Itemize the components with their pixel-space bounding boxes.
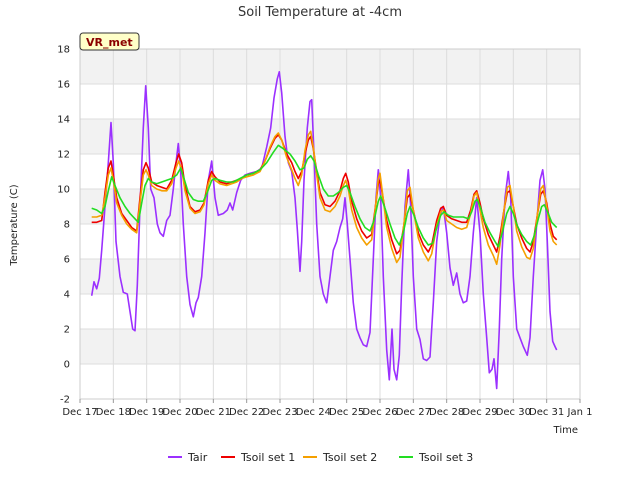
band-0 bbox=[80, 364, 580, 399]
legend-label: Tsoil set 3 bbox=[418, 451, 473, 464]
band-8 bbox=[80, 84, 580, 119]
y-tick-label: 12 bbox=[57, 150, 70, 161]
y-tick-label: 2 bbox=[64, 325, 70, 336]
x-tick-label: Dec 24 bbox=[296, 407, 331, 418]
band-4 bbox=[80, 224, 580, 259]
x-tick-label: Dec 31 bbox=[529, 407, 564, 418]
plot-frame bbox=[79, 48, 581, 400]
x-tick-label: Dec 21 bbox=[196, 407, 231, 418]
chart-title: Soil Temperature at -4cm bbox=[238, 5, 402, 20]
x-tick-label: Dec 17 bbox=[62, 407, 97, 418]
y-tick-label: 14 bbox=[57, 115, 70, 126]
x-tick-label: Dec 22 bbox=[229, 407, 264, 418]
x-tick-label: Dec 23 bbox=[262, 407, 297, 418]
legend-label: Tsoil set 1 bbox=[240, 451, 295, 464]
x-tick-label: Dec 30 bbox=[496, 407, 531, 418]
band-2 bbox=[80, 294, 580, 329]
station-badge: VR_met bbox=[79, 32, 140, 51]
y-axis-ticks: -2 0 2 4 6 8 10 12 14 16 18 bbox=[57, 45, 70, 406]
band-7 bbox=[80, 119, 580, 154]
x-tick-label: Dec 18 bbox=[96, 407, 131, 418]
x-tick-label: Dec 26 bbox=[362, 407, 397, 418]
series-layer bbox=[90, 71, 558, 390]
series-line-tsoil-set-1 bbox=[91, 134, 558, 255]
legend: Tair Tsoil set 1 Tsoil set 2 Tsoil set 3 bbox=[168, 451, 473, 464]
y-tick-label: 10 bbox=[57, 185, 70, 196]
series-line-tsoil-set-3 bbox=[91, 144, 558, 248]
y-tick-label: -2 bbox=[60, 395, 70, 406]
band-1 bbox=[80, 329, 580, 364]
y-tick-label: 8 bbox=[64, 220, 70, 231]
x-tick-label: Dec 28 bbox=[429, 407, 464, 418]
series-line-tair bbox=[90, 71, 558, 390]
band-9 bbox=[80, 49, 580, 84]
series-line-tsoil-set-2 bbox=[91, 130, 558, 266]
x-tick-label: Jan 1 bbox=[567, 407, 593, 418]
y-tick-label: 4 bbox=[64, 290, 70, 301]
x-tick-label: Dec 19 bbox=[129, 407, 164, 418]
y-axis-label: Temperature (C) bbox=[9, 184, 20, 266]
y-tick-label: 0 bbox=[64, 360, 70, 371]
legend-label: Tsoil set 2 bbox=[322, 451, 377, 464]
x-tick-label: Dec 25 bbox=[329, 407, 364, 418]
x-tick-label: Dec 29 bbox=[462, 407, 497, 418]
x-tick-label: Dec 27 bbox=[396, 407, 431, 418]
band-6 bbox=[80, 154, 580, 189]
station-badge-label: VR_met bbox=[86, 36, 133, 49]
legend-label: Tair bbox=[187, 451, 208, 464]
station-badge-box bbox=[79, 32, 140, 51]
x-tick-label: Dec 20 bbox=[162, 407, 197, 418]
y-tick-label: 6 bbox=[64, 255, 70, 266]
y-tick-label: 18 bbox=[57, 45, 70, 56]
y-tick-label: 16 bbox=[57, 80, 70, 91]
x-axis-label: Time bbox=[553, 425, 578, 436]
